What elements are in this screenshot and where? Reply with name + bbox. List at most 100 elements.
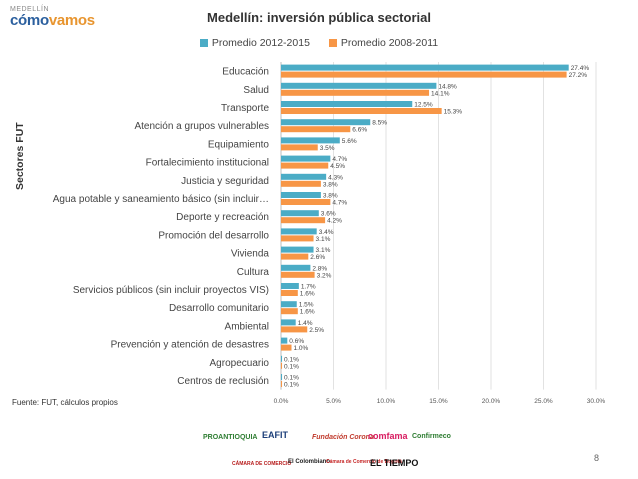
- bar-2012-2015: [281, 355, 283, 362]
- data-label: 0.6%: [289, 338, 304, 345]
- data-label: 1.6%: [300, 309, 315, 316]
- bar-2008-2011: [281, 89, 430, 96]
- data-label: 4.5%: [330, 163, 345, 170]
- category-label: Deporte y recreación: [176, 212, 269, 223]
- category-label: Equipamiento: [208, 139, 270, 150]
- data-label: 1.7%: [301, 284, 316, 291]
- data-label: 3.5%: [320, 145, 335, 152]
- data-label: 3.2%: [317, 272, 332, 279]
- bar-2008-2011: [281, 253, 309, 260]
- bar-2008-2011: [281, 290, 298, 296]
- category-label: Justicia y seguridad: [181, 176, 269, 187]
- bar-2012-2015: [281, 210, 319, 217]
- bar-2012-2015: [281, 101, 413, 107]
- logo-brand-a: cómo: [10, 12, 49, 29]
- data-label: 8.5%: [372, 120, 387, 127]
- x-tick-label: 25.0%: [534, 398, 553, 405]
- x-tick-label: 10.0%: [377, 398, 396, 405]
- data-label: 5.6%: [342, 138, 357, 145]
- category-label: Servicios públicos (sin incluir proyecto…: [73, 285, 269, 296]
- data-label: 12.5%: [414, 102, 433, 109]
- bar-2008-2011: [281, 199, 331, 205]
- bar-2012-2015: [281, 228, 317, 235]
- bar-2008-2011: [281, 108, 442, 114]
- bar-2008-2011: [281, 344, 292, 351]
- sponsor-eafit: EAFIT: [262, 430, 288, 440]
- legend-swatch-2012: [199, 39, 208, 48]
- bar-2008-2011: [281, 144, 318, 151]
- data-label: 4.3%: [328, 174, 343, 181]
- bar-2012-2015: [281, 155, 331, 162]
- logo: MEDELLÍN cómovamos: [10, 6, 95, 29]
- data-label: 2.8%: [312, 265, 327, 272]
- sponsor-confirmeco: Confirmeco: [412, 433, 451, 440]
- category-label: Agua potable y saneamiento básico (sin i…: [53, 194, 269, 205]
- category-label: Salud: [243, 85, 269, 96]
- category-label: Fortalecimiento institucional: [146, 158, 269, 169]
- logo-city: MEDELLÍN: [10, 6, 50, 13]
- sponsor-comfama: comfama: [368, 431, 408, 441]
- sponsor-corona: Fundación Corona: [312, 434, 374, 441]
- data-label: 1.0%: [294, 345, 309, 352]
- data-label: 0.1%: [284, 382, 299, 389]
- category-label: Atención a grupos vulnerables: [134, 121, 269, 132]
- x-tick-label: 5.0%: [326, 398, 341, 405]
- data-label: 0.1%: [284, 356, 299, 363]
- data-label: 27.2%: [569, 72, 588, 79]
- chart-title: Medellín: inversión pública sectorial: [207, 10, 431, 25]
- bar-2012-2015: [281, 283, 299, 289]
- sponsor-camara: CÁMARA DE COMERCIO: [232, 461, 292, 467]
- bar-2008-2011: [281, 271, 315, 278]
- bar-2008-2011: [281, 308, 298, 315]
- data-label: 14.8%: [438, 83, 457, 90]
- category-label: Transporte: [221, 103, 269, 114]
- category-label: Ambiental: [225, 321, 269, 332]
- data-label: 3.1%: [316, 247, 331, 254]
- data-label: 3.4%: [319, 229, 334, 236]
- data-label: 0.1%: [284, 375, 299, 382]
- data-label: 2.6%: [310, 254, 325, 261]
- bar-2008-2011: [281, 326, 308, 333]
- bar-2008-2011: [281, 217, 326, 224]
- source-note: Fuente: FUT, cálculos propios: [12, 398, 118, 407]
- sponsor-proantioquia: PROANTIOQUIA: [203, 434, 258, 441]
- data-label: 15.3%: [444, 109, 463, 116]
- x-tick-label: 15.0%: [429, 398, 448, 405]
- data-label: 0.1%: [284, 363, 299, 370]
- x-tick-label: 0.0%: [274, 398, 289, 405]
- x-tick-label: 20.0%: [482, 398, 501, 405]
- bar-2012-2015: [281, 264, 311, 271]
- category-label: Promoción del desarrollo: [158, 230, 269, 241]
- data-label: 6.6%: [352, 127, 367, 134]
- logo-brand-b: vamos: [48, 12, 95, 29]
- bar-2012-2015: [281, 319, 296, 326]
- category-label: Desarrollo comunitario: [169, 303, 269, 314]
- category-label: Educación: [222, 67, 269, 78]
- data-label: 3.1%: [316, 236, 331, 243]
- sponsor-eltiempo: EL TIEMPO: [370, 458, 419, 468]
- bar-2012-2015: [281, 64, 569, 71]
- data-label: 4.7%: [332, 200, 347, 207]
- legend-swatch-2008: [328, 39, 337, 48]
- bar-2012-2015: [281, 119, 371, 126]
- bar-2008-2011: [281, 381, 283, 387]
- legend-item-2012: Promedio 2012-2015: [199, 37, 310, 49]
- sponsor-colombiano: El Colombiano: [288, 459, 330, 465]
- data-label: 3.8%: [323, 193, 338, 200]
- category-label: Centros de reclusión: [177, 376, 269, 387]
- data-label: 3.6%: [321, 211, 336, 218]
- sponsor-ccb: Cámara de Comercio de Bogotá: [326, 459, 402, 465]
- bar-2012-2015: [281, 137, 340, 144]
- bar-2012-2015: [281, 301, 297, 308]
- chart-legend: Promedio 2012-2015 Promedio 2008-2011: [0, 37, 638, 49]
- bar-2008-2011: [281, 162, 329, 169]
- bar-2012-2015: [281, 246, 314, 253]
- bar-2012-2015: [281, 337, 288, 344]
- bar-2012-2015: [281, 173, 327, 180]
- data-label: 2.5%: [309, 327, 324, 334]
- category-label: Prevención y atención de desastres: [111, 340, 269, 351]
- data-label: 1.5%: [299, 302, 314, 309]
- logo-brand: cómovamos: [10, 13, 95, 29]
- data-label: 4.2%: [327, 218, 342, 225]
